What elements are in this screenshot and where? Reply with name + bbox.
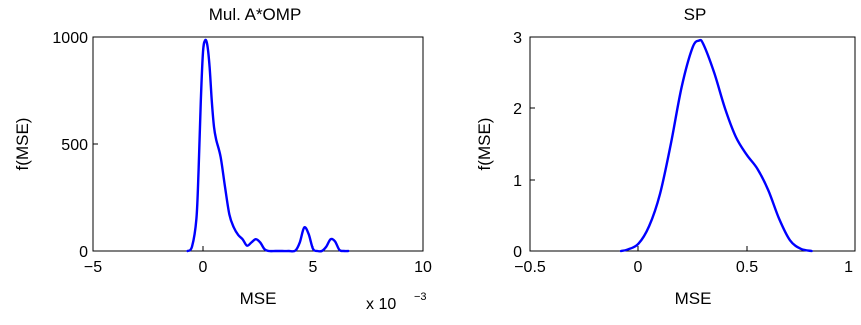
x-axis-label-right: MSE — [675, 289, 712, 308]
y-tick-label-left: 1000 — [52, 30, 88, 47]
x-axis-multiplier-exponent: −3 — [414, 291, 427, 303]
x-tick-label-left: 0 — [199, 259, 208, 276]
x-axis-label-left: MSE — [240, 289, 277, 308]
series-line-right — [619, 38, 813, 253]
y-axis-label-left: f(MSE) — [13, 118, 32, 171]
x-tick-label-right: 0.5 — [736, 259, 758, 276]
x-axis-multiplier: x 10 — [366, 296, 396, 313]
x-tick-label-left: −5 — [84, 259, 102, 276]
series-line-left — [186, 38, 350, 253]
y-tick-label-left: 500 — [61, 137, 88, 154]
chart-title-left: Mul. A*OMP — [209, 5, 302, 24]
x-tick-label-right: 1 — [844, 259, 853, 276]
axes-frame-left — [92, 36, 424, 252]
y-axis-label-right: f(MSE) — [475, 118, 494, 171]
y-tick-label-right: 3 — [513, 30, 522, 47]
subplot-left: Mul. A*OMP 0 500 1000 −5 0 5 10 MSE f(MS… — [13, 5, 432, 313]
y-tick-label-right: 0 — [513, 244, 522, 261]
y-tick-label-left: 0 — [79, 244, 88, 261]
axes-frame-right — [529, 36, 856, 252]
x-tick-label-left: 10 — [414, 259, 432, 276]
subplot-right: SP 0 1 2 3 −0.5 0 0.5 1 MSE f(MSE) — [475, 5, 856, 308]
x-tick-label-left: 5 — [309, 259, 318, 276]
chart-title-right: SP — [684, 5, 707, 24]
x-tick-label-right: −0.5 — [514, 259, 546, 276]
y-tick-label-right: 2 — [513, 101, 522, 118]
y-tick-label-right: 1 — [513, 173, 522, 190]
x-tick-label-right: 0 — [634, 259, 643, 276]
